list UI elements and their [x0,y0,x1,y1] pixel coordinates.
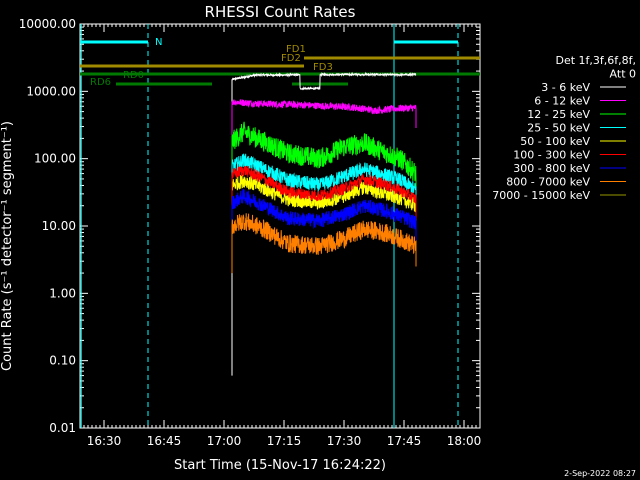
legend-label: 25 - 50 keV [527,122,590,135]
y-tick-label: 10000.00 [19,17,76,31]
y-tick-label: 0.01 [49,421,76,435]
x-tick-label: 16:45 [147,434,182,448]
footer-timestamp: 2-Sep-2022 08:27 [564,469,636,478]
y-tick-label: 10.00 [42,219,76,233]
night-label: N [155,37,162,48]
x-tick-label: 17:00 [207,434,242,448]
x-axis-label: Start Time (15-Nov-17 16:24:22) [174,458,386,473]
x-tick-label: 17:45 [387,434,422,448]
chart-title: RHESSI Count Rates [205,3,356,21]
state-label: FD1 [286,44,306,55]
y-tick-label: 0.10 [49,354,76,368]
state-label: RD0 [123,70,144,81]
state-label: FD2 [281,53,301,64]
legend-label: 7000 - 15000 keV [492,189,590,202]
legend-label: 800 - 7000 keV [506,176,590,189]
plot-area: 10000.00 1000.00 100.00 10.00 1.00 0.10 0.01 16… [19,17,482,448]
legend-header: Det 1f,3f,6f,8f, [555,54,636,67]
x-tick-label: 16:30 [87,434,122,448]
series-line-100-300keV [231,165,417,222]
series-line-6-12keV [231,99,417,149]
legend-header: Att 0 [610,68,636,81]
y-tick-label: 100.00 [34,152,76,166]
legend-label: 3 - 6 keV [541,81,590,94]
legend-label: 50 - 100 keV [520,135,590,148]
legend-label: 100 - 300 keV [513,149,590,162]
state-label: RD6 [90,77,111,88]
series-line-12-25keV [231,121,417,194]
y-tick-label: 1000.00 [26,84,76,98]
legend-label: 12 - 25 keV [527,108,590,121]
series-line-50-100keV [231,174,417,233]
series-line-800-7000keV [231,213,417,274]
series-line-300-800keV [231,188,417,250]
x-tick-label: 17:15 [267,434,302,448]
state-label: FD3 [313,62,333,73]
x-tick-label: 17:30 [327,434,362,448]
legend-label: 300 - 800 keV [513,162,590,175]
y-tick-label: 1.00 [49,286,76,300]
x-tick-label: 18:00 [447,434,482,448]
y-axis-label: Count Rate (s⁻¹ detector⁻¹ segment⁻¹) [0,121,15,371]
series-line-3-6keV [231,71,417,376]
legend-label: 6 - 12 keV [534,95,590,108]
